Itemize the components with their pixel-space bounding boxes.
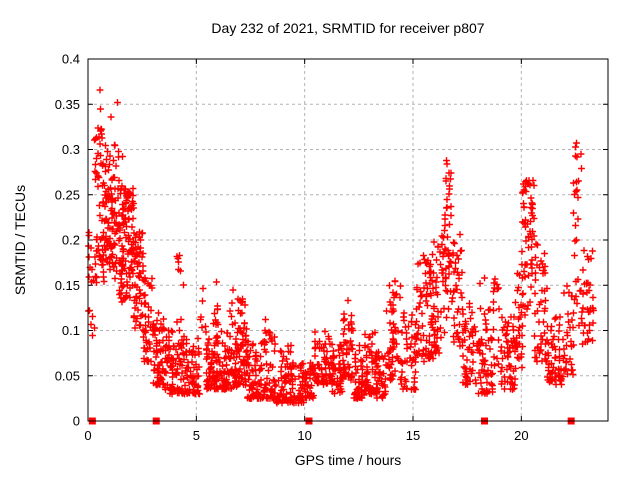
plot-border [87,58,609,422]
y-axis-label: SRMTID / TECUs [12,185,28,295]
chart-title: Day 232 of 2021, SRMTID for receiver p80… [211,20,484,36]
y-tick-label: 0.3 [62,142,80,157]
scatter-points [85,86,597,407]
x-tick-label: 10 [297,428,311,443]
tick-labels: 0 5 10 15 20 0 0.05 0.1 0.15 0.2 0.25 0.3 0.35 0.4 [55,52,529,444]
x-tick-label: 20 [514,428,528,443]
y-tick-label: 0 [73,414,80,429]
y-tick-label: 0.4 [62,52,80,67]
y-tick-label: 0.15 [55,278,80,293]
y-tick-label: 0.05 [55,368,80,383]
y-tick-label: 0.25 [55,187,80,202]
x-axis-label: GPS time / hours [295,452,402,468]
y-tick-label: 0.2 [62,233,80,248]
y-tick-label: 0.35 [55,97,80,112]
x-tick-label: 5 [193,428,200,443]
x-tick-label: 15 [406,428,420,443]
y-tick-label: 0.1 [62,323,80,338]
x-tick-label: 0 [84,428,91,443]
